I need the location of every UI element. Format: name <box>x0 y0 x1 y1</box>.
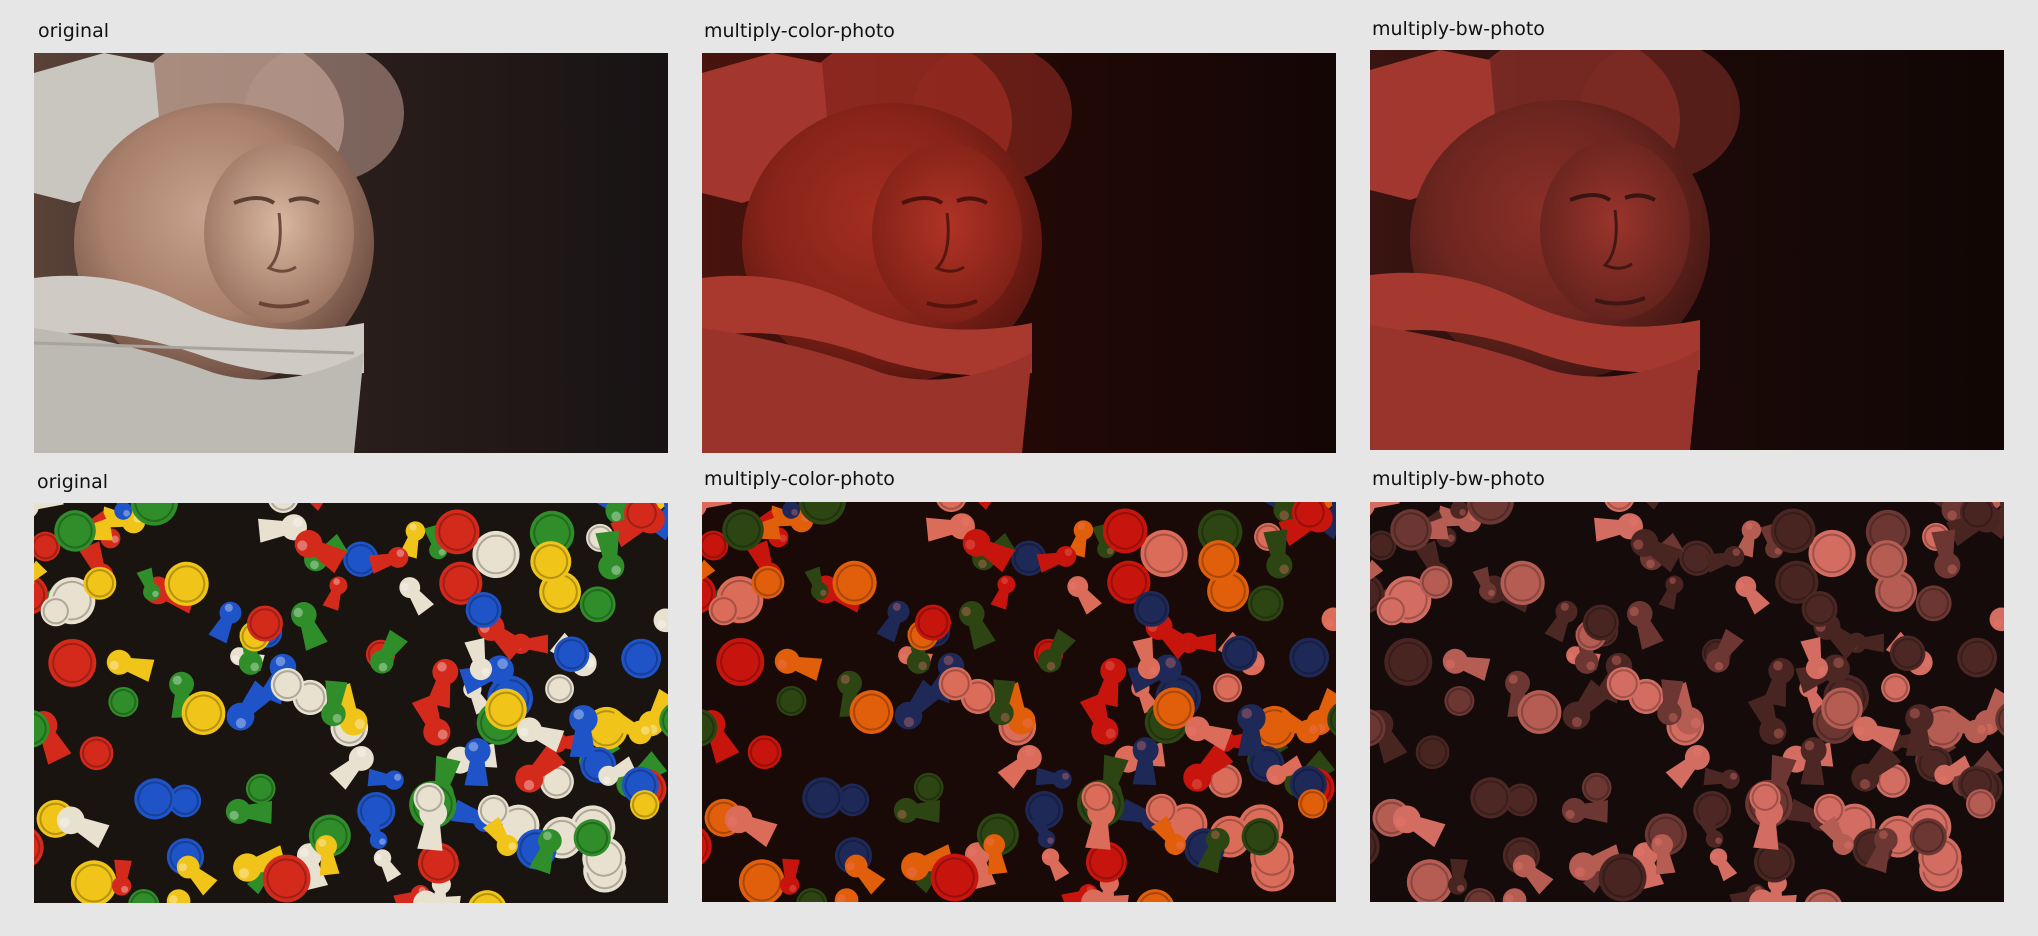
multiply-tint <box>1370 50 2004 450</box>
panel-label: multiply-color-photo <box>704 468 895 490</box>
egg-face-photo <box>1370 50 2004 450</box>
multiply-tint <box>702 502 1336 902</box>
egg-face-photo <box>34 53 668 453</box>
game-pieces-photo <box>34 503 668 903</box>
egg-face-photo <box>702 53 1336 453</box>
game-pieces-photo <box>702 502 1336 902</box>
panel-label: original <box>37 471 109 493</box>
panel-label: original <box>38 20 110 42</box>
panel-label: multiply-bw-photo <box>1372 18 1545 40</box>
panel-label: multiply-bw-photo <box>1372 468 1545 490</box>
panel-label: multiply-color-photo <box>704 20 895 42</box>
multiply-tint <box>1370 502 2004 902</box>
game-pieces-photo <box>1370 502 2004 902</box>
multiply-tint <box>702 53 1336 453</box>
